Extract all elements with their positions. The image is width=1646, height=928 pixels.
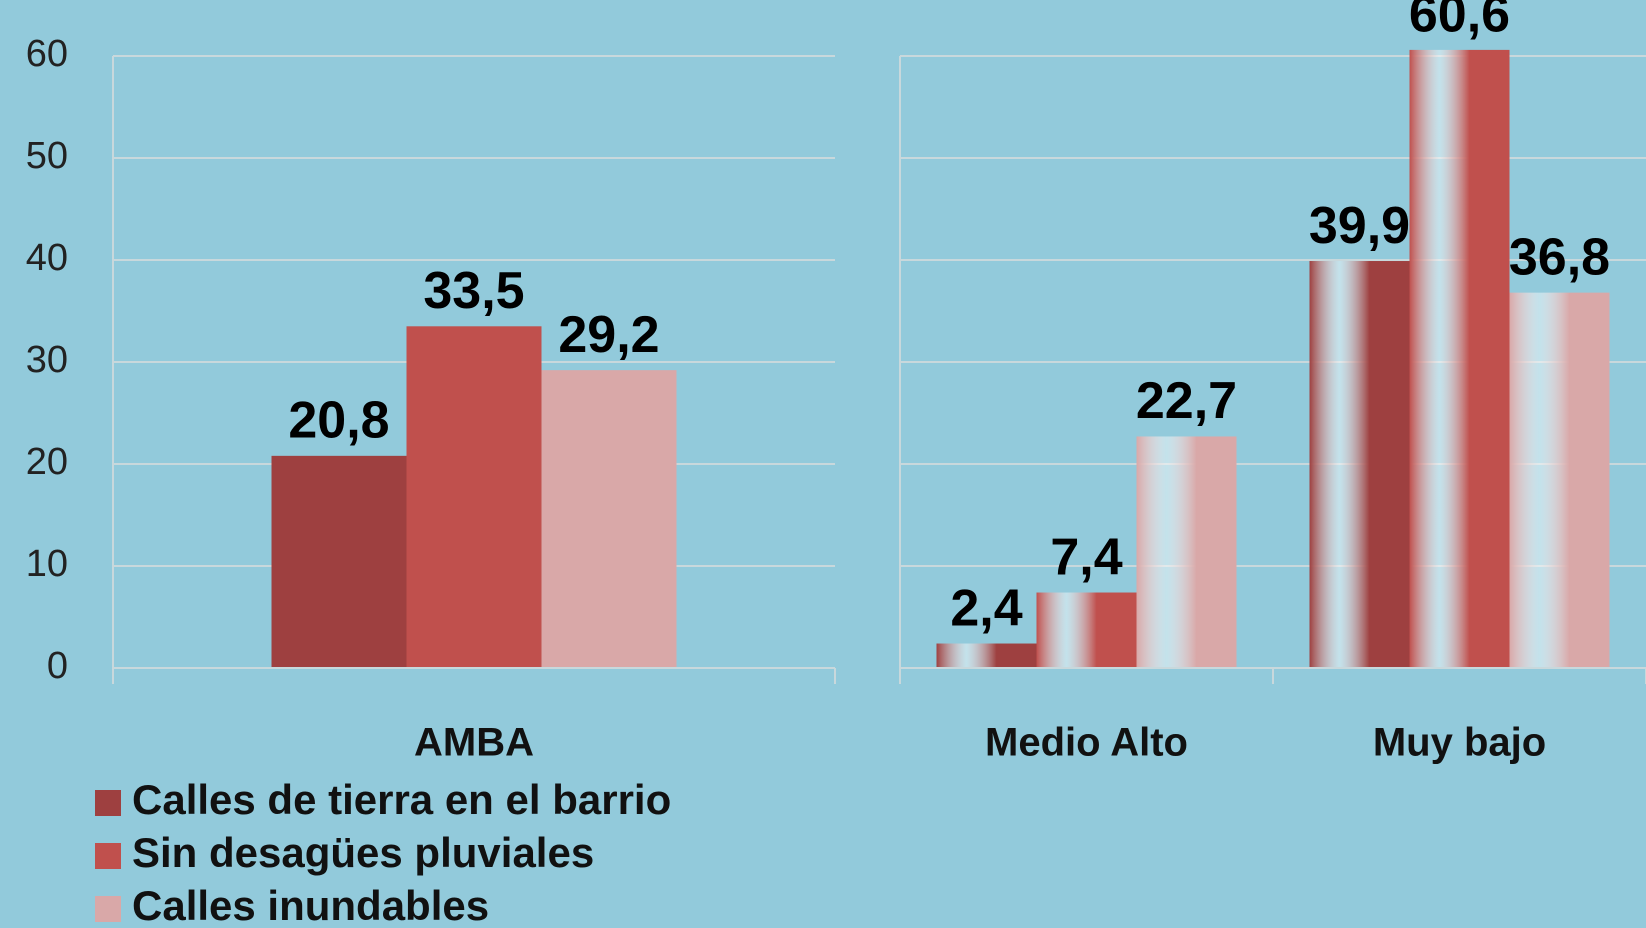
legend-swatch [95, 790, 121, 816]
data-label: 2,4 [950, 579, 1022, 637]
bar [1409, 49, 1510, 668]
bar [541, 370, 677, 668]
data-label: 60,6 [1409, 0, 1510, 44]
y-tick-label: 30 [26, 339, 68, 381]
data-label: 7,4 [1050, 528, 1122, 586]
bar [271, 455, 407, 668]
bar [1309, 261, 1410, 668]
data-label: 29,2 [558, 306, 659, 364]
legend-label: Calles de tierra en el barrio [132, 776, 671, 823]
y-tick-label: 20 [26, 441, 68, 483]
bar [1036, 592, 1137, 668]
bar [406, 326, 542, 668]
x-tick-label: Medio Alto [985, 721, 1188, 765]
y-tick-label: 0 [47, 645, 68, 687]
legend-swatch [95, 896, 121, 922]
y-tick-label: 10 [26, 543, 68, 585]
legend-label: Sin desagües pluviales [132, 829, 594, 876]
bar [936, 643, 1037, 668]
bar [1136, 436, 1237, 668]
y-tick-label: 60 [26, 33, 68, 75]
data-label: 39,9 [1309, 197, 1410, 255]
legend-label: Calles inundables [132, 882, 489, 928]
data-label: 22,7 [1136, 372, 1237, 430]
y-tick-label: 40 [26, 237, 68, 279]
data-label: 36,8 [1509, 228, 1610, 286]
x-tick-label: AMBA [414, 721, 534, 765]
legend-swatch [95, 843, 121, 869]
x-tick-label: Muy bajo [1373, 721, 1546, 765]
data-label: 20,8 [288, 392, 389, 450]
data-label: 33,5 [423, 262, 524, 320]
y-tick-label: 50 [26, 135, 68, 177]
bar [1509, 292, 1610, 668]
